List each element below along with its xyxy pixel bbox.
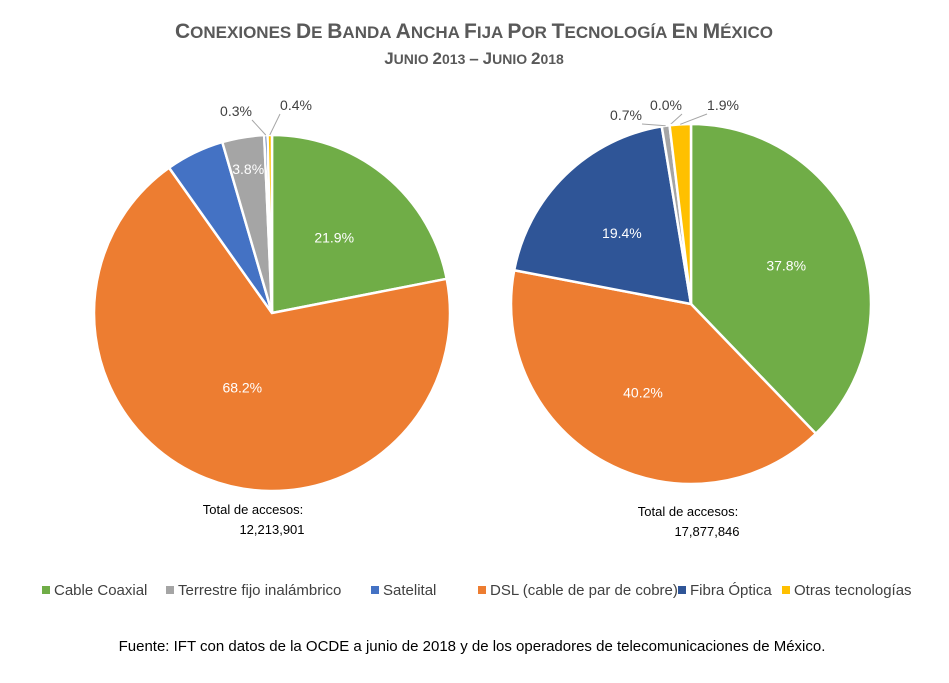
chart-title: CONEXIONES DE BANDA ANCHA FIJA POR TECNO… bbox=[175, 20, 773, 43]
pie-right: 37.8% 40.2% 19.4% 0.7% 0.0% 1.9% bbox=[509, 97, 873, 486]
pie-slice-cable-coaxial bbox=[270, 133, 449, 315]
data-label-fibra-optica: 0.3% bbox=[220, 103, 252, 119]
leader-line bbox=[641, 123, 666, 127]
leader-line bbox=[251, 119, 267, 136]
legend-item-terrestre-fijo-inalambrico: Terrestre fijo inalámbrico bbox=[178, 582, 341, 599]
legend-swatch-terrestre-fijo-inalambrico bbox=[166, 586, 174, 594]
data-label-satelital: 0.0% bbox=[650, 97, 682, 113]
legend-item-otras-tecnologias: Otras tecnologías bbox=[794, 582, 912, 599]
data-label-otras-tecnologias: 0.4% bbox=[280, 97, 312, 113]
legend-item-cable-coaxial: Cable Coaxial bbox=[54, 582, 147, 599]
legend-swatch-dsl-cable-de-par-de-cobre bbox=[478, 586, 486, 594]
total-label-left: Total de accesos: bbox=[203, 502, 303, 517]
total-value-right: 17,877,846 bbox=[674, 524, 739, 539]
chart-subtitle: JUNIO 2013 – JUNIO 2018 bbox=[384, 49, 564, 68]
pie-slice-dsl-cable-de-par-de-cobre bbox=[509, 268, 818, 486]
data-label-dsl-cable-de-par-de-cobre: 68.2% bbox=[222, 379, 262, 395]
legend-item-dsl-cable-de-par-de-cobre: DSL (cable de par de cobre) bbox=[490, 582, 678, 599]
legend-swatch-otras-tecnologias bbox=[782, 586, 790, 594]
pie-slice-otras-tecnologias bbox=[668, 122, 693, 305]
pie-slice-otras-tecnologias bbox=[266, 133, 274, 314]
data-label-dsl-cable-de-par-de-cobre: 40.2% bbox=[623, 385, 663, 401]
pie-slice-cable-coaxial bbox=[689, 122, 873, 436]
legend-swatch-fibra-optica bbox=[678, 586, 686, 594]
pie-slice-dsl-cable-de-par-de-cobre bbox=[92, 166, 452, 493]
data-label-cable-coaxial: 37.8% bbox=[766, 258, 806, 274]
leader-line bbox=[269, 113, 281, 136]
leader-line bbox=[669, 113, 683, 126]
data-label-terrestre-fijo-inalambrico: 3.8% bbox=[232, 161, 264, 177]
source-note: Fuente: IFT con datos de la OCDE a junio… bbox=[119, 638, 826, 655]
data-label-fibra-optica: 19.4% bbox=[602, 225, 642, 241]
legend-swatch-satelital bbox=[371, 586, 379, 594]
legend-swatch-cable-coaxial bbox=[42, 586, 50, 594]
pie-slice-fibra-optica bbox=[512, 124, 693, 306]
total-value-left: 12,213,901 bbox=[239, 522, 304, 537]
pie-left: 21.9% 68.2% 5.3% 3.8% 0.3% 0.4% bbox=[92, 97, 452, 493]
data-label-cable-coaxial: 21.9% bbox=[314, 229, 354, 245]
legend: Cable Coaxial Terrestre fijo inalámbrico S… bbox=[42, 582, 912, 599]
data-label-satelital: 5.3% bbox=[172, 132, 204, 148]
leader-line bbox=[680, 113, 708, 125]
data-label-otras-tecnologias: 1.9% bbox=[707, 97, 739, 113]
total-label-right: Total de accesos: bbox=[638, 504, 738, 519]
legend-item-satelital: Satelital bbox=[383, 582, 436, 599]
data-label-terrestre-fijo-inalambrico: 0.7% bbox=[610, 107, 642, 123]
legend-item-fibra-optica: Fibra Óptica bbox=[690, 582, 772, 599]
